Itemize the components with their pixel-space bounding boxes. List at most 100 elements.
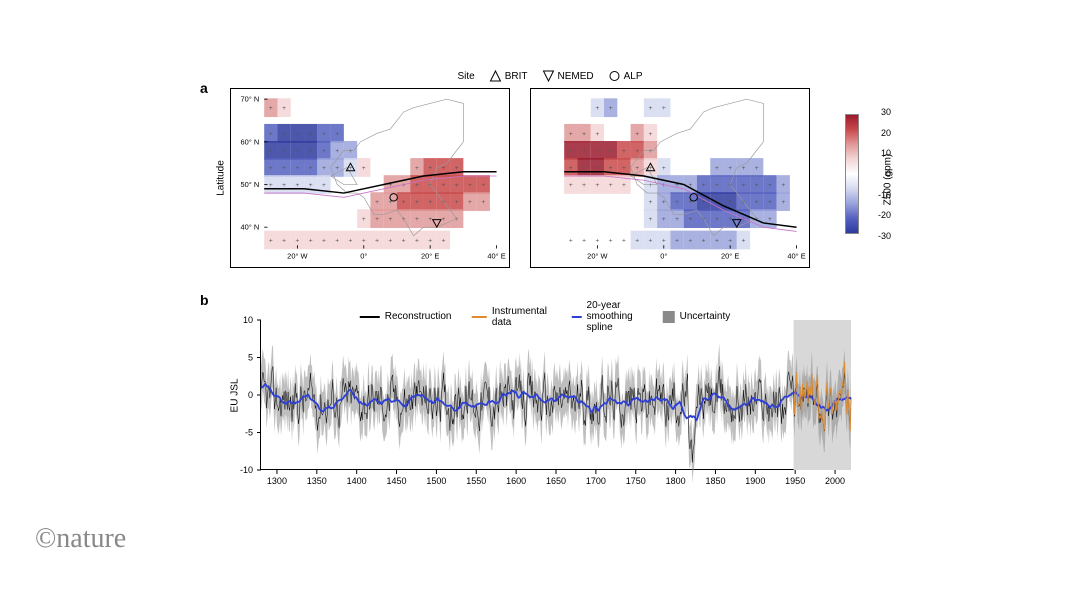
svg-text:60° N: 60° N	[240, 137, 259, 146]
svg-text:+: +	[322, 131, 326, 138]
svg-text:1800: 1800	[666, 476, 686, 486]
svg-text:+: +	[635, 237, 639, 244]
svg-text:+: +	[569, 131, 573, 138]
svg-text:10: 10	[243, 315, 253, 325]
svg-text:+: +	[715, 216, 719, 223]
svg-text:1700: 1700	[586, 476, 606, 486]
svg-text:+: +	[282, 148, 286, 155]
leg-line-icon	[471, 316, 486, 318]
svg-text:+: +	[582, 131, 586, 138]
svg-text:+: +	[662, 216, 666, 223]
svg-text:+: +	[282, 237, 286, 244]
svg-text:1350: 1350	[307, 476, 327, 486]
svg-text:+: +	[282, 165, 286, 172]
svg-text:+: +	[728, 165, 732, 172]
svg-text:+: +	[755, 165, 759, 172]
svg-text:+: +	[349, 237, 353, 244]
svg-text:+: +	[269, 131, 273, 138]
legend-brit: BRIT	[490, 70, 528, 82]
svg-text:2000: 2000	[825, 476, 845, 486]
svg-text:+: +	[455, 199, 459, 206]
svg-text:+: +	[742, 237, 746, 244]
svg-text:+: +	[582, 182, 586, 189]
svg-text:+: +	[362, 216, 366, 223]
svg-text:40° E: 40° E	[487, 251, 505, 260]
svg-text:+: +	[649, 216, 653, 223]
svg-text:+: +	[768, 216, 772, 223]
timeseries-svg: -10-505101300135014001450150015501600165…	[261, 320, 851, 470]
svg-text:+: +	[702, 237, 706, 244]
svg-text:+: +	[688, 237, 692, 244]
svg-text:+: +	[335, 148, 339, 155]
svg-text:+: +	[428, 182, 432, 189]
timeseries-plot: -10-505101300135014001450150015501600165…	[260, 320, 850, 470]
colorbar	[845, 114, 859, 234]
svg-text:+: +	[715, 182, 719, 189]
svg-text:+: +	[428, 199, 432, 206]
svg-text:+: +	[309, 165, 313, 172]
svg-text:+: +	[662, 237, 666, 244]
svg-text:20° E: 20° E	[421, 251, 439, 260]
svg-text:1600: 1600	[506, 476, 526, 486]
svg-text:+: +	[569, 165, 573, 172]
svg-text:+: +	[595, 105, 599, 112]
svg-text:+: +	[455, 182, 459, 189]
svg-text:+: +	[662, 182, 666, 189]
svg-text:+: +	[282, 131, 286, 138]
svg-text:+: +	[335, 165, 339, 172]
svg-text:+: +	[595, 148, 599, 155]
svg-text:1750: 1750	[626, 476, 646, 486]
circle-icon	[609, 70, 621, 82]
leg-line-icon	[360, 316, 380, 318]
svg-text:+: +	[715, 165, 719, 172]
svg-text:1400: 1400	[347, 476, 367, 486]
svg-text:+: +	[649, 237, 653, 244]
svg-text:+: +	[569, 182, 573, 189]
svg-text:+: +	[609, 165, 613, 172]
svg-text:50° N: 50° N	[240, 180, 259, 189]
svg-text:+: +	[375, 216, 379, 223]
svg-text:+: +	[609, 148, 613, 155]
svg-text:+: +	[609, 105, 613, 112]
svg-text:+: +	[295, 131, 299, 138]
svg-text:+: +	[662, 105, 666, 112]
svg-text:+: +	[375, 237, 379, 244]
svg-text:+: +	[428, 216, 432, 223]
svg-text:+: +	[402, 199, 406, 206]
map-right-svg: + + + + + + + + + + + + + + + + + + + + + + + + + + + + + + + + + + + + + + + +…	[531, 89, 809, 267]
svg-text:+: +	[595, 165, 599, 172]
svg-text:+: +	[728, 237, 732, 244]
svg-text:+: +	[322, 165, 326, 172]
svg-text:+: +	[442, 182, 446, 189]
svg-text:+: +	[622, 148, 626, 155]
svg-text:+: +	[415, 165, 419, 172]
svg-text:1650: 1650	[546, 476, 566, 486]
svg-text:+: +	[622, 165, 626, 172]
svg-text:+: +	[688, 216, 692, 223]
svg-text:+: +	[468, 199, 472, 206]
svg-text:0: 0	[248, 390, 253, 400]
panel-a-label: a	[200, 80, 208, 96]
svg-text:+: +	[715, 237, 719, 244]
svg-text:+: +	[388, 216, 392, 223]
svg-text:40° E: 40° E	[787, 251, 805, 260]
svg-text:+: +	[742, 182, 746, 189]
figure-container: a Site BRIT NEMED ALP Latitude +++++++++…	[200, 70, 900, 500]
svg-text:+: +	[649, 199, 653, 206]
timeseries-ylabel: EU JSL	[229, 379, 240, 413]
svg-text:+: +	[595, 237, 599, 244]
panel-b: Reconstruction Instrumental data 20-year…	[230, 300, 860, 480]
svg-text:+: +	[481, 182, 485, 189]
svg-text:-5: -5	[245, 428, 253, 438]
svg-text:+: +	[675, 216, 679, 223]
map-ylabel: Latitude	[215, 160, 226, 196]
svg-text:+: +	[362, 237, 366, 244]
svg-text:+: +	[662, 165, 666, 172]
svg-text:40° N: 40° N	[240, 223, 259, 232]
svg-text:+: +	[635, 165, 639, 172]
svg-text:+: +	[728, 199, 732, 206]
svg-text:+: +	[375, 199, 379, 206]
svg-text:+: +	[295, 237, 299, 244]
svg-text:+: +	[768, 199, 772, 206]
svg-text:1300: 1300	[267, 476, 287, 486]
